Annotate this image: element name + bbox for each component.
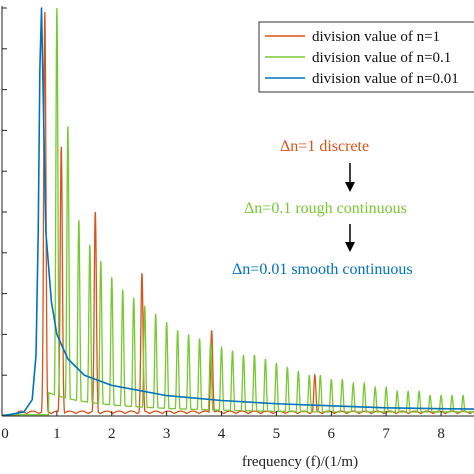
series-line-n01 <box>2 7 474 416</box>
legend: division value of n=1 division value of … <box>258 21 474 93</box>
x-tick-label-8: 8 <box>437 426 445 442</box>
x-tick-label-2: 2 <box>108 426 116 442</box>
x-tick-label-6: 6 <box>328 426 336 442</box>
annotation-discrete: Δn=1 discrete <box>280 138 369 155</box>
x-tick-label-5: 5 <box>273 426 281 442</box>
series-line-n001 <box>2 7 474 416</box>
x-tick-label-3: 3 <box>163 426 171 442</box>
annotation-rough: Δn=0.1 rough continuous <box>244 200 407 217</box>
annotations: Δn=1 discrete Δn=0.1 rough continuous Δn… <box>232 138 413 278</box>
legend-label-n1: division value of n=1 <box>312 29 440 45</box>
x-tick-label-0: 0 <box>1 426 9 442</box>
arrow-2-head <box>345 242 355 252</box>
x-tick-label-7: 7 <box>382 426 390 442</box>
legend-label-n001: division value of n=0.01 <box>312 71 459 87</box>
legend-label-n01: division value of n=0.1 <box>312 50 451 66</box>
x-axis-label: frequency (f)/(1/m) <box>242 454 358 470</box>
x-tick-label-4: 4 <box>218 426 226 442</box>
series-line-n1 <box>2 12 474 416</box>
arrow-1-head <box>345 182 355 192</box>
annotation-smooth: Δn=0.01 smooth continuous <box>232 261 413 278</box>
x-tick-label-1: 1 <box>53 426 61 442</box>
